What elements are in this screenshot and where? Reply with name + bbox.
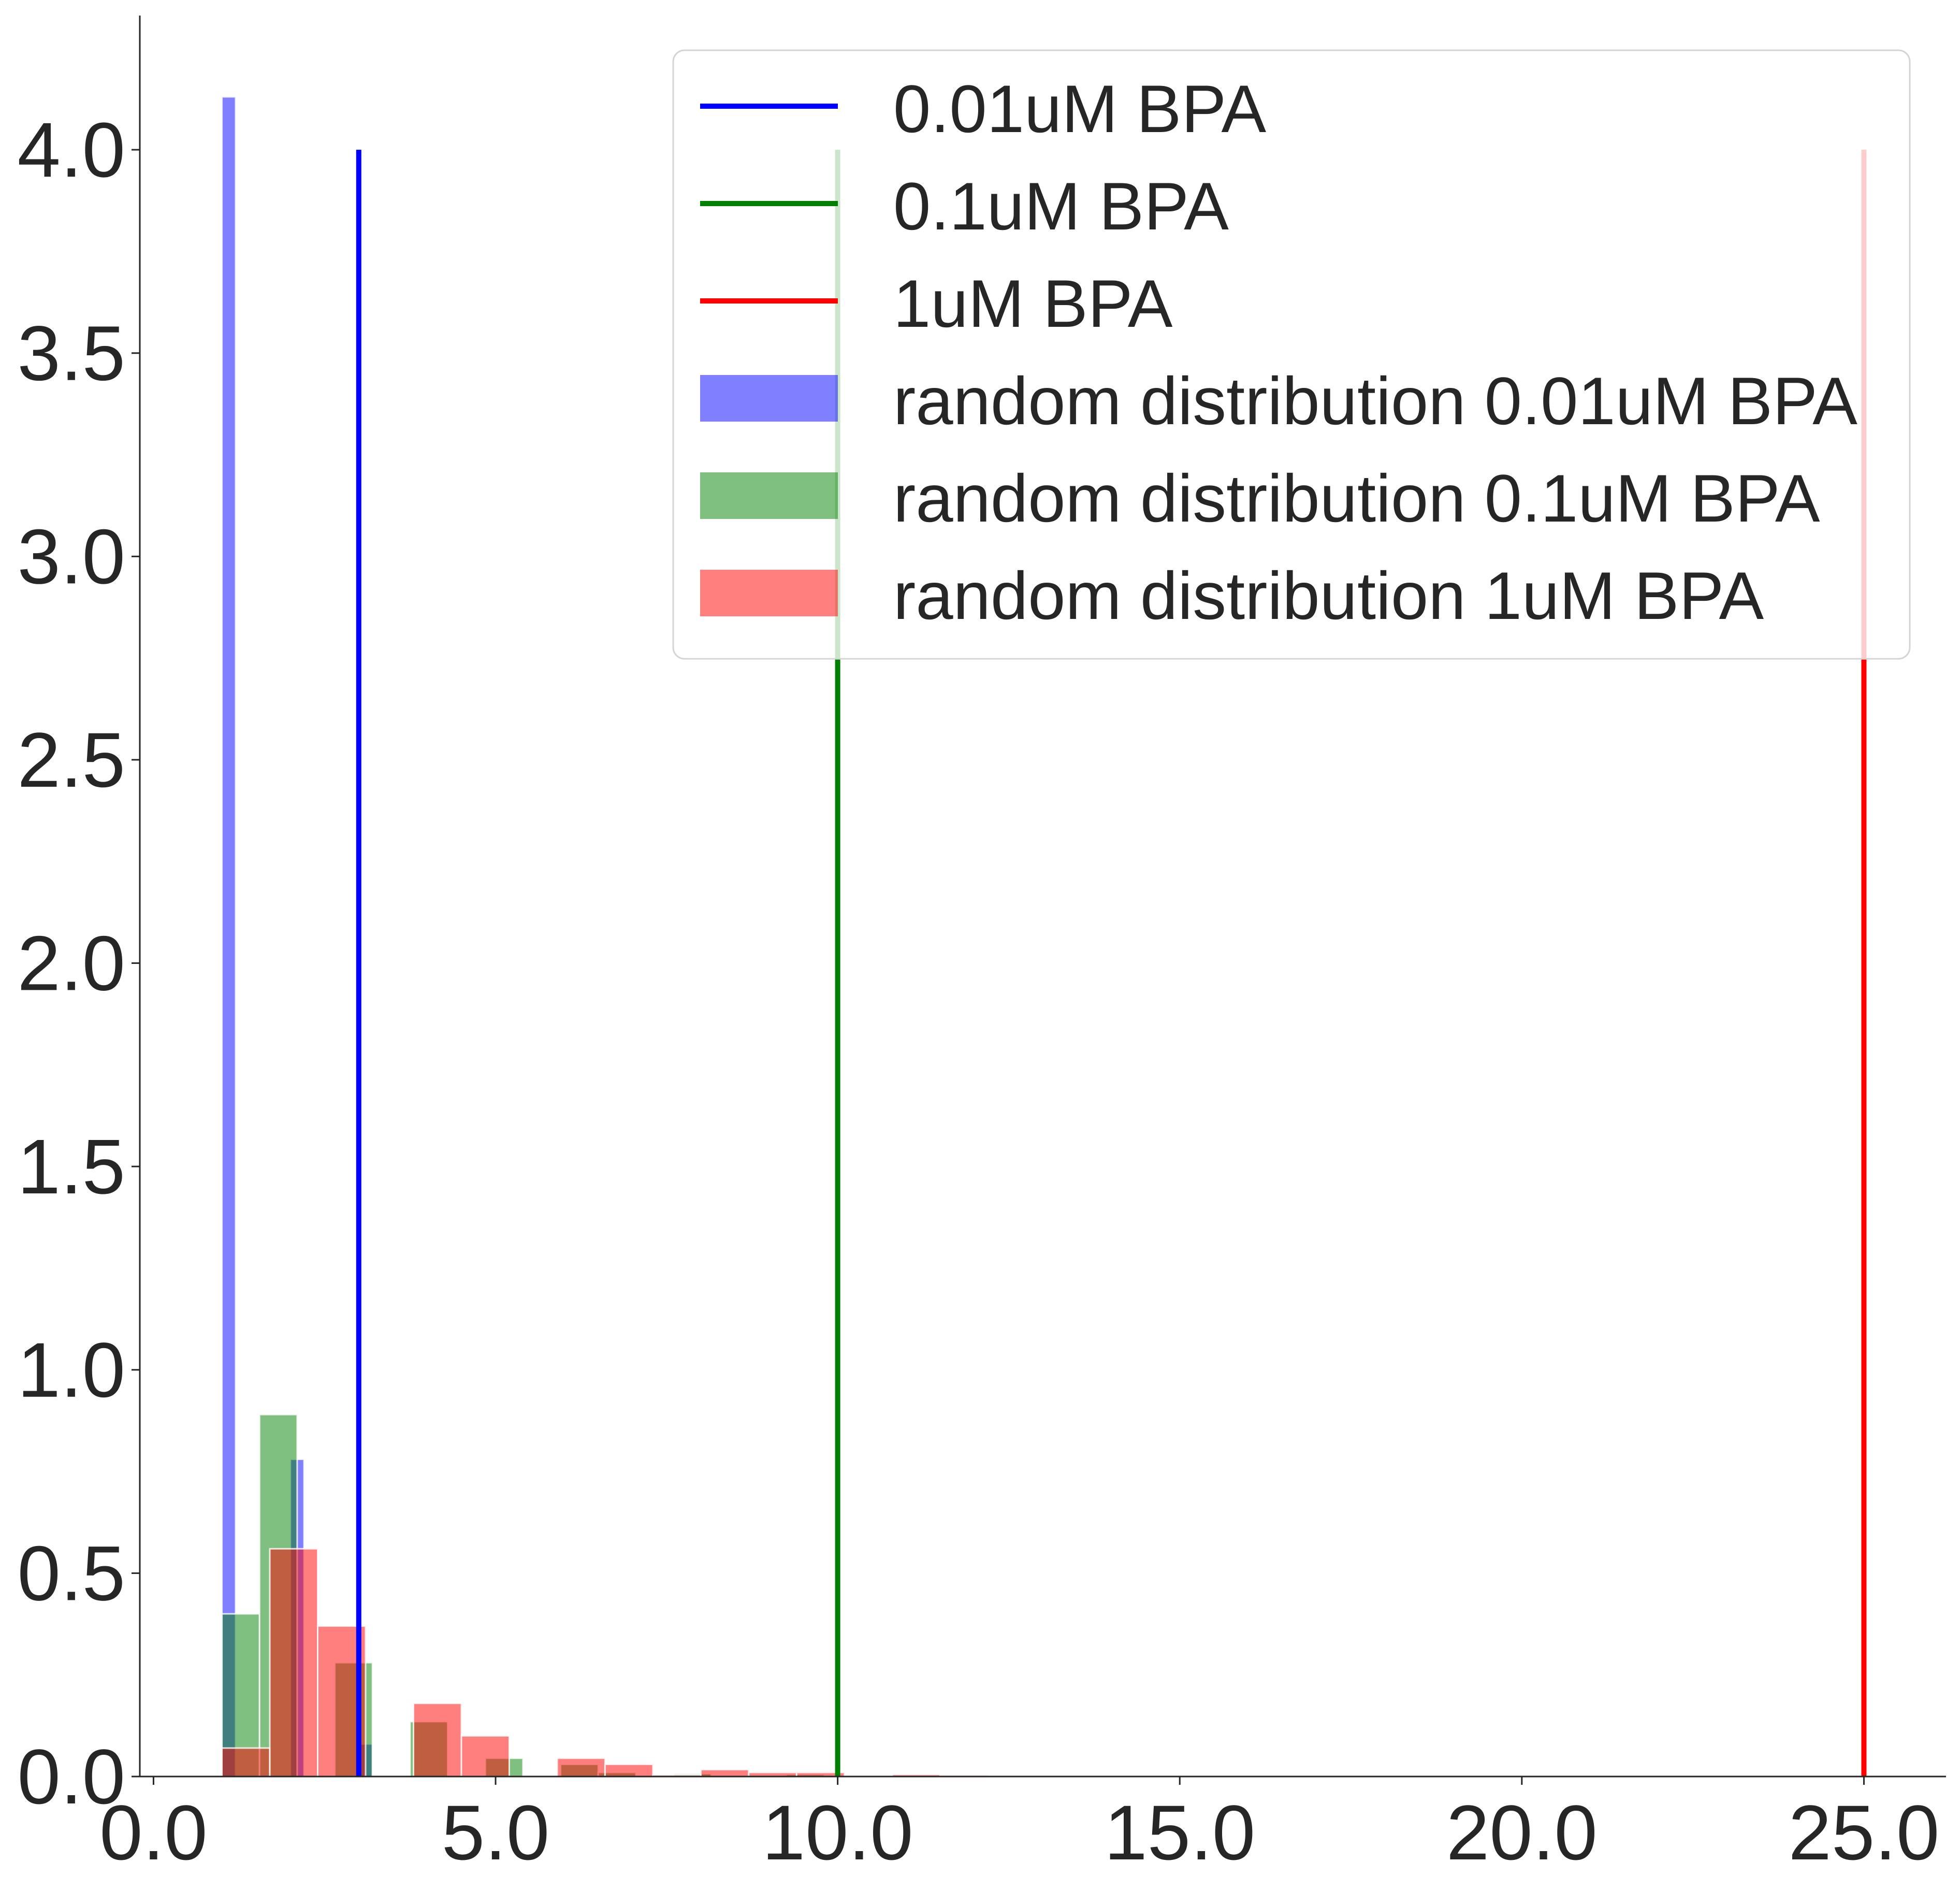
histogram-bar (221, 1747, 271, 1778)
y-tick-label: 1.5 (17, 1123, 125, 1210)
legend-label: random distribution 1uM BPA (893, 558, 1764, 633)
legend-swatch (700, 472, 838, 519)
legend: 0.01uM BPA 0.1uM BPA 1uM BPA random distrib… (672, 49, 1911, 660)
legend-label: random distribution 0.1uM BPA (893, 460, 1820, 536)
histogram-bar (221, 96, 237, 1778)
histogram-bar (460, 1735, 510, 1778)
x-tick-label: 20.0 (1446, 1789, 1598, 1876)
legend-label: 1uM BPA (893, 266, 1173, 341)
y-tick-label: 4.0 (17, 106, 125, 193)
y-tick-label: 3.0 (17, 513, 125, 600)
series-random-distribution-1um-bpa (221, 1548, 1133, 1778)
histogram-bar (700, 1769, 750, 1778)
histogram-bar (556, 1757, 606, 1778)
legend-frame (672, 49, 1911, 660)
histogram-bars (221, 96, 1133, 1778)
y-tick-label: 2.5 (17, 716, 125, 803)
y-tick-label: 2.0 (17, 920, 125, 1007)
legend-swatch (700, 570, 838, 616)
legend-swatch (700, 375, 838, 422)
axes: 0.0 5.0 10.0 15.0 20.0 25.0 0.0 0.5 1.0 1.5 2.0 2.5… (17, 16, 1946, 1876)
histogram-bar (412, 1702, 462, 1778)
y-tick-label: 3.5 (17, 310, 125, 397)
x-tick-label: 15.0 (1104, 1789, 1255, 1876)
legend-entry-random-distribution-1um-bpa: random distribution 1uM BPA (700, 558, 1764, 633)
legend-entry-0-01um-bpa: 0.01uM BPA (700, 71, 1266, 147)
legend-entry-random-distribution-0-1um-bpa: random distribution 0.1uM BPA (700, 460, 1820, 536)
legend-label: random distribution 0.01uM BPA (893, 363, 1857, 439)
histogram-bar (269, 1548, 319, 1778)
y-tick-label: 0.5 (17, 1529, 125, 1616)
legend-entry-0-1um-bpa: 0.1uM BPA (700, 168, 1229, 244)
legend-entry-random-distribution-0-01um-bpa: random distribution 0.01uM BPA (700, 363, 1857, 439)
y-tick-label: 1.0 (17, 1326, 125, 1413)
histogram-bar (604, 1763, 654, 1778)
legend-entry-1um-bpa: 1uM BPA (700, 266, 1173, 341)
x-tick-label: 0.0 (99, 1789, 208, 1876)
x-tick-label: 10.0 (762, 1789, 913, 1876)
x-tick-label: 25.0 (1788, 1789, 1939, 1876)
y-tick-label: 0.0 (17, 1733, 125, 1820)
legend-label: 0.01uM BPA (893, 71, 1266, 147)
x-tick-label: 5.0 (442, 1789, 550, 1876)
legend-label: 0.1uM BPA (893, 168, 1229, 244)
